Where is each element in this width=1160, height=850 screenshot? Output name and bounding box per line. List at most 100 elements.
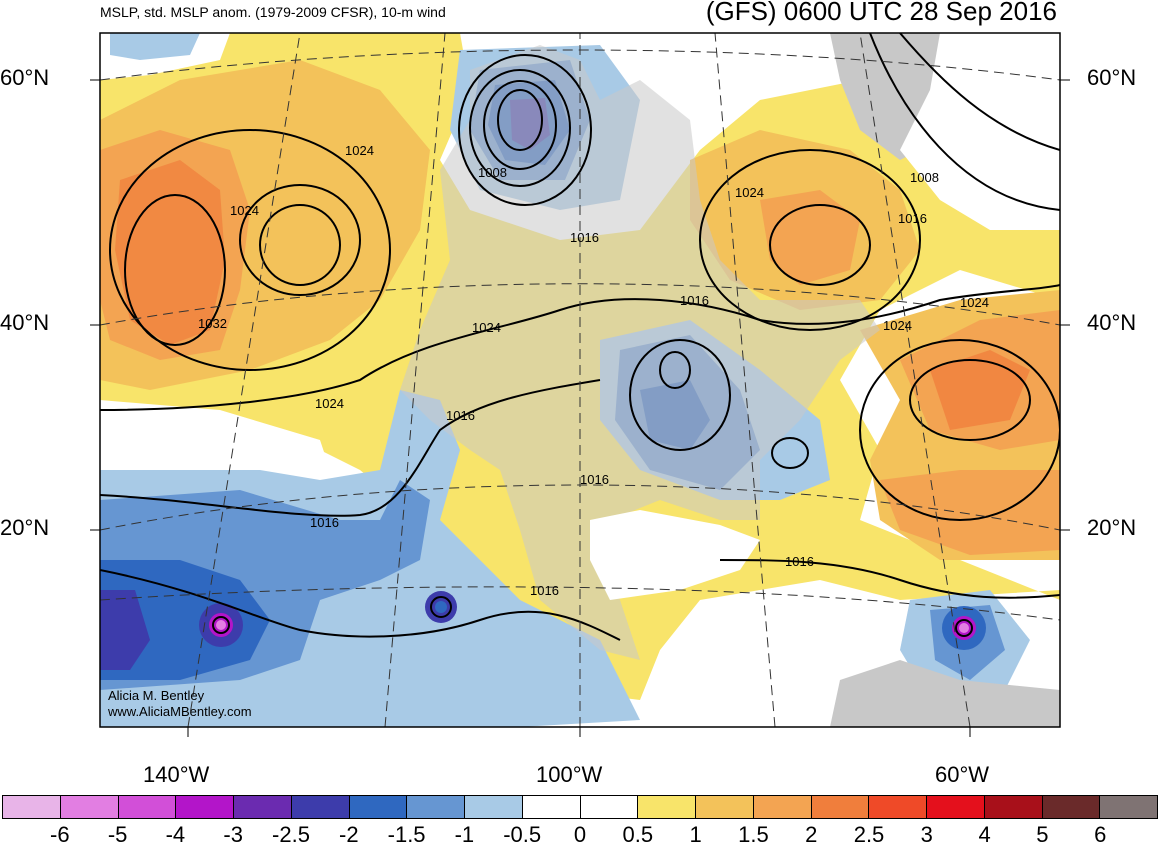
isobar-label: 1024	[472, 320, 501, 335]
isobar-label: 1016	[310, 515, 339, 530]
colorbar-label: -1	[454, 822, 475, 847]
colorbar-swatch	[118, 796, 177, 818]
isobar-hudson-low-3	[469, 69, 571, 187]
colorbar-label: -0.5	[503, 822, 542, 847]
anomaly-near-zero-arctic	[900, 33, 1060, 230]
colorbar-label: -6	[50, 822, 70, 847]
isobar-label: 1016	[680, 293, 709, 308]
colorbar-swatch	[176, 796, 234, 818]
colorbar-label: 0.5	[622, 822, 654, 847]
lon-label-140w: 140°W	[143, 762, 210, 787]
anomaly-near-zero-pacific	[100, 400, 330, 470]
map-title-right: (GFS) 0600 UTC 28 Sep 2016	[705, 0, 1057, 26]
weather-map: 1024 1024 1032 1024 1008 1016 1024 1016 …	[90, 32, 1070, 737]
anomaly-near-zero-gulf	[590, 510, 760, 600]
colorbar-swatch	[349, 796, 408, 818]
isobar-label: 1024	[230, 203, 259, 218]
anomaly-high-atlantic-2	[760, 190, 860, 285]
isobar-pacific-high-outer	[109, 129, 391, 371]
colorbar-swatch	[580, 796, 639, 818]
colorbar-labels: -6 -5 -4 -3 -2.5 -2 -1.5 -1 -0.5 0 0.5 1 1.5 2 2.5 3 4 5 6	[2, 822, 1158, 848]
colorbar-swatch	[638, 796, 696, 818]
anomaly-negative-eastern-pacific-2	[100, 590, 150, 670]
lat-label-40n-left: 40°N	[0, 310, 50, 335]
lat-label-20n-left: 20°N	[0, 515, 50, 540]
isobar-pacific-high-west	[124, 194, 226, 346]
colorbar-swatch	[60, 796, 119, 818]
isobar-label: 1024	[960, 295, 989, 310]
credit-name: Alicia M. Bentley	[108, 688, 205, 703]
isobars	[100, 33, 1060, 641]
isobar-label: 1024	[345, 143, 374, 158]
anomaly-core-atlantic-storm-center	[959, 623, 969, 633]
isobar-subtropical-high	[909, 359, 1031, 441]
lat-label-20n-right: 20°N	[1087, 515, 1137, 540]
anomaly-subtropical-atlantic-2b	[880, 470, 1060, 555]
mslp-anomaly-shading	[100, 33, 1060, 727]
anomaly-negative-nw-pacific	[110, 33, 200, 60]
colorbar-label: 4	[978, 822, 991, 847]
land-south-america	[830, 660, 1060, 727]
isobar-label: 1008	[478, 165, 507, 180]
colorbar-swatch	[696, 796, 754, 818]
colorbar-label: 1	[689, 822, 702, 847]
isobar-label: 1032	[198, 316, 227, 331]
isobar-label: 1016	[530, 583, 559, 598]
isobar-1016-atlantic	[719, 559, 1060, 599]
anomaly-2-5-north-pacific	[115, 160, 225, 345]
meridian-140w	[187, 33, 301, 727]
colorbar-label: -4	[165, 822, 186, 847]
colorbar-swatch	[291, 796, 350, 818]
isobar-1016-pacific	[100, 379, 601, 517]
isobar-label: 1024	[315, 396, 344, 411]
isobar-1016-arctic	[869, 33, 1060, 211]
colorbar-swatch	[3, 796, 61, 818]
isobar-1008-arctic	[899, 33, 1060, 151]
anomaly-subtropical-atlantic-2-5	[930, 350, 1030, 430]
colorbar-swatch	[234, 796, 292, 818]
meridian-60w	[859, 33, 971, 727]
colorbar-swatch	[465, 796, 523, 818]
isobar-atlantic-high	[769, 204, 871, 286]
isobar-label: 1016	[570, 230, 599, 245]
colorbar-label: 0	[573, 822, 587, 847]
isobar-pacific-high-inner	[259, 204, 341, 286]
isobar-label: 1016	[446, 408, 475, 423]
isobar-east-coast-low	[771, 437, 809, 469]
isobar-1016-tropical	[100, 569, 621, 641]
colorbar	[2, 795, 1158, 819]
anomaly-core-pacific-storm-a-center	[216, 620, 226, 630]
axis-ticks	[90, 79, 1070, 737]
isobar-label: 1024	[883, 318, 912, 333]
colorbar-label: 6	[1094, 822, 1107, 847]
isobar-hudson-low-4	[458, 54, 592, 206]
isobar-label: 1016	[580, 472, 609, 487]
colorbar-label: 2	[805, 822, 818, 847]
isobar-great-lakes-low-2	[629, 339, 731, 451]
isobar-hudson-low-inner	[497, 89, 543, 151]
isobar-subtropical-high-2	[859, 339, 1060, 521]
isobar-labels: 1024 1024 1032 1024 1008 1016 1024 1016 …	[198, 143, 989, 598]
isobar-atlantic-storm	[955, 619, 973, 637]
isobar-pacific-storm-a	[212, 616, 230, 634]
colorbar-swatch	[927, 796, 985, 818]
colorbar-swatch	[984, 796, 1043, 818]
colorbar-label: -3	[223, 822, 243, 847]
isobar-label: 1008	[910, 170, 939, 185]
lat-label-40n-right: 40°N	[1087, 310, 1137, 335]
isobar-pacific-high-2	[239, 184, 361, 296]
colorbar-label: -1.5	[387, 822, 426, 847]
anomaly-core-pacific-storm-b-inner	[435, 601, 447, 613]
isobar-1024-north	[100, 284, 1060, 411]
lon-label-100w: 100°W	[536, 762, 603, 787]
graticule	[100, 33, 1060, 727]
colorbar-label: 2.5	[853, 822, 885, 847]
map-title-left: MSLP, std. MSLP anom. (1979-2009 CFSR), …	[100, 4, 446, 20]
colorbar-label: 5	[1036, 822, 1049, 847]
lat-label-60n-left: 60°N	[0, 65, 50, 90]
isobar-atlantic-high-2	[699, 149, 921, 331]
parallel-40n	[100, 283, 1060, 326]
colorbar-swatch	[811, 796, 870, 818]
colorbar-label: 3	[920, 822, 933, 847]
isobar-label: 1016	[898, 211, 927, 226]
